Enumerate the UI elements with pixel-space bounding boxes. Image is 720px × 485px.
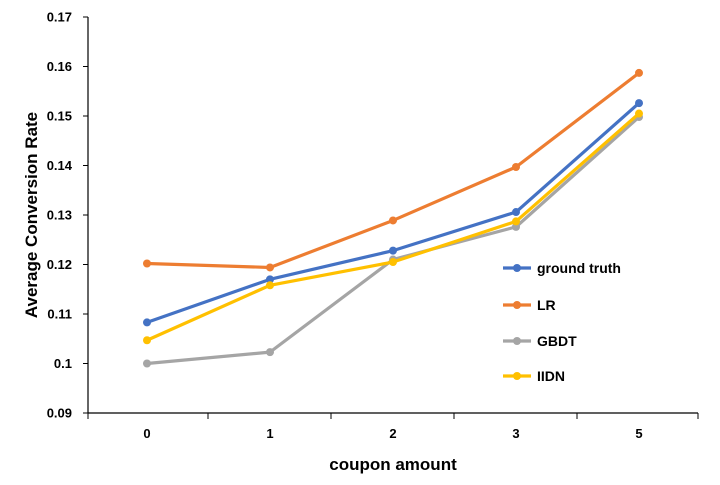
legend: ground truth LR GBDT IIDN <box>503 260 621 384</box>
y-tick-label: 0.14 <box>47 158 73 173</box>
data-point <box>143 336 151 345</box>
data-point <box>635 109 643 118</box>
y-tick-label: 0.1 <box>54 356 72 371</box>
series-gbdt <box>143 112 643 368</box>
legend-swatch-marker <box>513 301 521 309</box>
data-point <box>635 68 643 77</box>
x-tick-label: 0 <box>143 426 150 441</box>
legend-label: ground truth <box>537 260 621 276</box>
data-point <box>266 263 274 272</box>
data-point <box>266 281 274 290</box>
x-tick-label: 2 <box>389 426 396 441</box>
data-point <box>389 258 397 267</box>
y-tick-label: 0.16 <box>47 59 72 74</box>
series-group <box>143 68 643 368</box>
y-tick-label: 0.09 <box>47 406 72 421</box>
x-tick-label: 3 <box>512 426 519 441</box>
data-point <box>389 246 397 255</box>
data-point <box>143 318 151 327</box>
legend-item: LR <box>503 297 556 313</box>
series-line <box>145 111 641 342</box>
legend-item: GBDT <box>503 333 577 349</box>
legend-item: ground truth <box>503 260 621 276</box>
y-tick-label: 0.12 <box>47 257 72 272</box>
x-axis-title: coupon amount <box>329 455 457 474</box>
data-point <box>143 359 151 368</box>
series-line <box>145 115 641 366</box>
data-point <box>389 216 397 225</box>
data-point <box>635 99 643 108</box>
data-point <box>266 275 274 284</box>
series-ground-truth <box>143 99 643 327</box>
y-tick-label: 0.15 <box>47 109 72 124</box>
axes: 0.09 0.1 0.11 0.12 0.13 0.14 0.15 0.16 0.17 0 1 2 3 5 <box>47 10 699 441</box>
series-lr <box>143 68 643 272</box>
y-tick-label: 0.13 <box>47 208 72 223</box>
x-tick-label: 1 <box>266 426 273 441</box>
legend-swatch-marker <box>513 372 521 380</box>
data-point <box>512 217 520 226</box>
legend-swatch-marker <box>513 337 521 345</box>
legend-label: IIDN <box>537 368 565 384</box>
y-tick-label: 0.17 <box>47 10 72 25</box>
series-line <box>145 101 641 325</box>
x-tick-label: 5 <box>635 426 642 441</box>
y-tick-label: 0.11 <box>47 307 72 322</box>
legend-swatch-marker <box>513 264 521 272</box>
data-point <box>143 259 151 268</box>
legend-item: IIDN <box>503 368 565 384</box>
data-point <box>512 162 520 171</box>
series-iidn <box>143 109 643 345</box>
data-point <box>266 348 274 357</box>
data-point <box>512 208 520 217</box>
legend-label: LR <box>537 297 556 313</box>
y-axis-title: Average Conversion Rate <box>22 112 41 318</box>
legend-label: GBDT <box>537 333 577 349</box>
